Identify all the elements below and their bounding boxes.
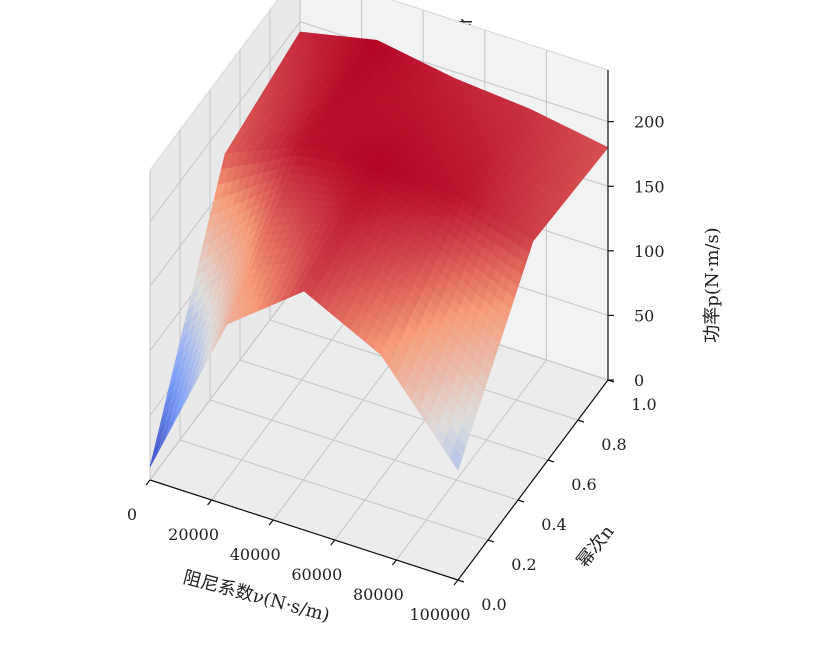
x-tick-label: 0: [127, 505, 137, 524]
y-tick-label: 0.4: [541, 515, 566, 534]
x-tick-label: 100000: [409, 605, 470, 624]
x-tick-mark: [207, 499, 213, 506]
x-tick-mark: [391, 559, 397, 566]
y-tick-mark: [577, 419, 585, 423]
y-tick-mark: [487, 539, 495, 543]
x-tick-mark: [145, 479, 151, 486]
y-tick-label: 0.0: [481, 595, 506, 614]
x-tick-label: 80000: [353, 585, 404, 604]
y-tick-mark: [547, 459, 555, 463]
x-tick-label: 20000: [168, 525, 219, 544]
z-axis-label: 功率p(N·m/s): [702, 227, 723, 342]
y-tick-mark: [457, 579, 465, 583]
y-tick-label: 0.2: [511, 555, 536, 574]
surface-facet: [449, 446, 463, 471]
surface-plot: [149, 31, 609, 471]
y-tick-label: 0.8: [601, 435, 626, 454]
z-tick-label: 200: [634, 113, 665, 132]
x-tick-mark: [453, 579, 459, 586]
z-tick-label: 100: [634, 242, 665, 261]
x-tick-label: 60000: [291, 565, 342, 584]
z-tick-label: 150: [634, 177, 665, 196]
x-tick-mark: [268, 519, 274, 526]
y-tick-mark: [517, 499, 525, 503]
z-tick-label: 50: [634, 306, 654, 325]
x-tick-label: 40000: [230, 545, 281, 564]
z-tick-label: 0: [634, 371, 644, 390]
x-tick-mark: [330, 539, 336, 546]
x-axis-line: [149, 479, 459, 581]
z-gridline: [149, 21, 609, 223]
y-axis-label: 幂次n: [573, 521, 619, 572]
y-tick-label: 0.6: [571, 475, 596, 494]
tick-labels: 0 20000 40000 60000 80000 100000 0.0 0.2 0.4 0.6 0…: [127, 113, 665, 624]
y-tick-label: 1.0: [631, 395, 656, 414]
y-axis-line: [457, 379, 609, 581]
